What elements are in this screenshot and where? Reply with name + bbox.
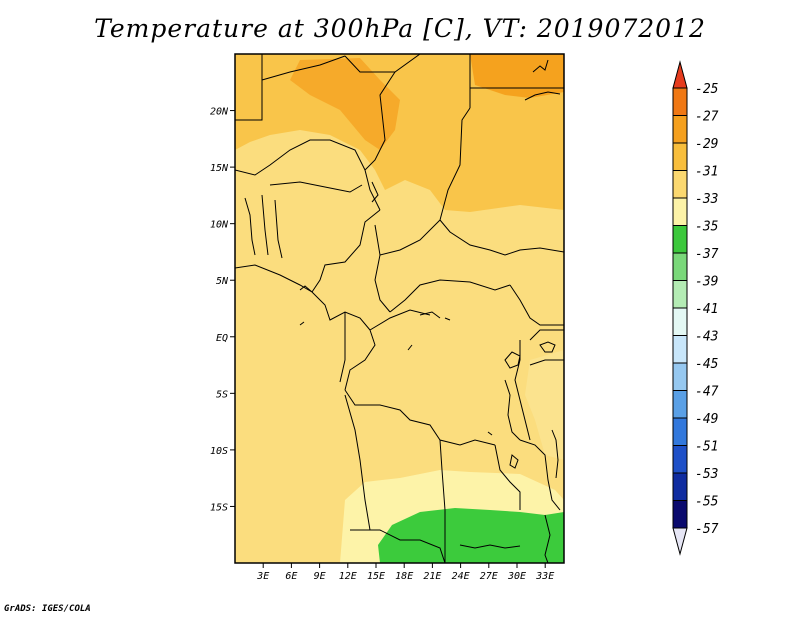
lon-tick-label: 18E: [395, 571, 413, 582]
colorbar-label: -31: [695, 165, 718, 180]
region-central-cool-patch: [525, 350, 564, 460]
lon-tick-label: 27E: [480, 571, 498, 582]
lon-tick-label: 21E: [423, 571, 441, 582]
lon-tick-label: 12E: [339, 571, 357, 582]
colorbar-bottom-arrow: [672, 527, 688, 556]
map-plot: [235, 54, 564, 563]
colorbar-label: -35: [695, 220, 719, 235]
colorbar-label: -25: [695, 82, 719, 97]
lon-tick-label: 9E: [314, 571, 326, 582]
map-frame: [234, 53, 565, 564]
colorbar-box: [672, 362, 688, 391]
colorbar-box: [672, 280, 688, 309]
colorbar-top-arrow: [672, 60, 688, 89]
colorbar-box: [672, 472, 688, 501]
region-sahara-orange: [290, 58, 400, 150]
lat-tick-label: 10N: [210, 220, 229, 231]
lon-tick-label: 15E: [367, 571, 385, 582]
lat-tick-label: EQ: [216, 333, 228, 344]
colorbar-box: [672, 87, 688, 116]
lon-tick-label: 33E: [535, 571, 554, 582]
region-sahara-east: [470, 54, 564, 98]
colorbar-label: -41: [695, 302, 718, 317]
colorbar-box: [672, 500, 688, 529]
colorbar-label: -29: [695, 137, 718, 152]
colorbar-label: -39: [695, 275, 718, 290]
region-southern-green: [378, 508, 564, 563]
colorbar-box: [672, 142, 688, 171]
chart-title: Temperature at 300hPa [C], VT: 201907201…: [94, 14, 706, 43]
colorbar-box: [672, 445, 688, 474]
colorbar-label: -45: [695, 357, 719, 372]
colorbar-label: -43: [695, 330, 718, 345]
colorbar-label: -33: [695, 192, 718, 207]
colorbar: -25 -27 -29 -31 -33 -35 -37 -39 -41 -43 -45 -47 -49 -…: [672, 60, 719, 556]
colorbar-box: [672, 115, 688, 144]
colorbar-label: -55: [695, 495, 719, 510]
colorbar-label: -27: [695, 110, 719, 125]
lon-tick-label: 6E: [285, 571, 297, 582]
colorbar-label: -47: [695, 385, 719, 400]
colorbar-box: [672, 307, 688, 336]
colorbar-box: [672, 390, 688, 419]
colorbar-box: [672, 335, 688, 364]
lat-tick-label: 15N: [210, 163, 229, 174]
lat-tick-label: 10S: [210, 446, 228, 457]
colorbar-box: [672, 417, 688, 446]
colorbar-box: [672, 225, 688, 254]
latitude-axis: 20N 15N 10N 5N EQ 5S 10S 15S: [210, 107, 235, 513]
colorbar-label: -53: [695, 467, 718, 482]
lat-tick-label: 15S: [210, 502, 228, 513]
lat-tick-label: 5N: [216, 276, 229, 287]
grads-credit: GrADS: IGES/COLA: [4, 604, 91, 614]
colorbar-label: -49: [695, 412, 718, 427]
colorbar-label: -57: [695, 522, 719, 537]
lon-tick-label: 3E: [256, 571, 269, 582]
colorbar-label: -51: [695, 440, 718, 455]
colorbar-box: [672, 170, 688, 199]
lat-tick-label: 5S: [216, 389, 228, 400]
country-boundaries: [235, 54, 564, 563]
colorbar-box: [672, 197, 688, 226]
lon-tick-label: 24E: [452, 571, 470, 582]
lat-tick-label: 20N: [210, 107, 229, 118]
colorbar-label: -37: [695, 247, 719, 262]
colorbar-box: [672, 252, 688, 281]
longitude-axis: 3E 6E 9E 12E 15E 18E 21E 24E 27E 30E 33E: [256, 563, 554, 582]
lon-tick-label: 30E: [507, 571, 526, 582]
